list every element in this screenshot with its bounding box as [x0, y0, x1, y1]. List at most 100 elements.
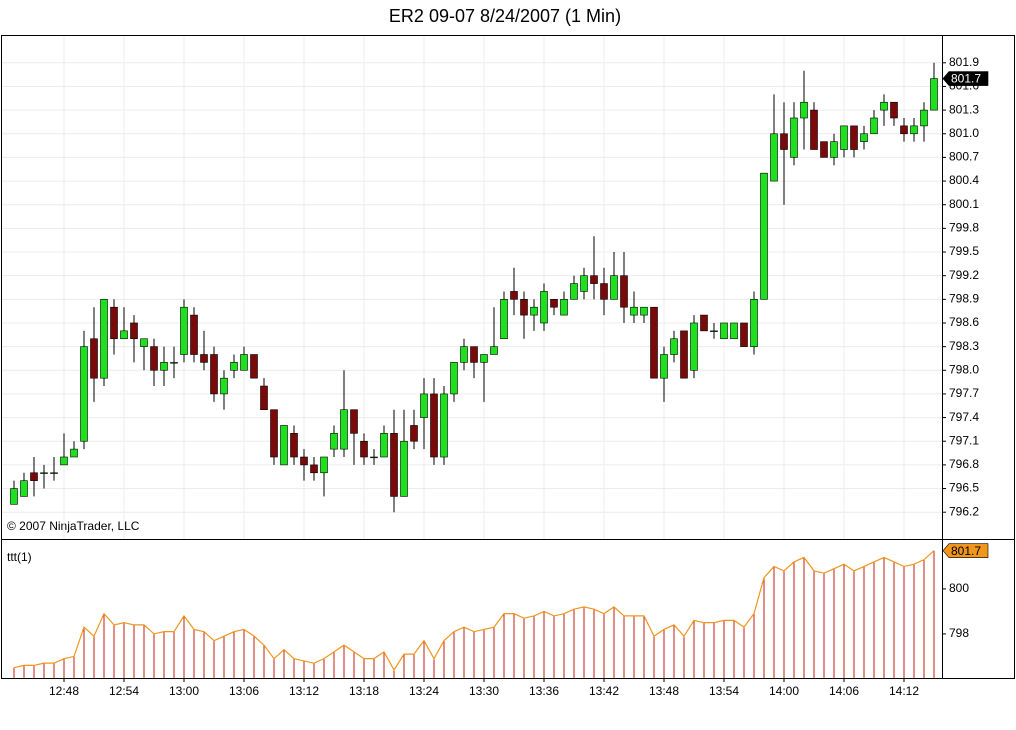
candle-body: [730, 322, 738, 340]
candle-body: [820, 141, 828, 158]
x-tick-label: 13:30: [469, 684, 499, 698]
last-value-label: 801.7: [951, 544, 981, 558]
x-tick-label: 14:06: [829, 684, 859, 698]
last-value-tag: [942, 71, 989, 86]
y-tick-label: 797.1: [949, 433, 979, 447]
candle-body: [930, 78, 938, 111]
candle-body: [100, 299, 108, 379]
candle-body: [120, 330, 128, 340]
candle-body: [840, 125, 848, 150]
candle-body: [290, 433, 298, 458]
candle-body: [450, 362, 458, 395]
candle-body: [340, 409, 348, 450]
candle-body: [420, 393, 428, 418]
candle-body: [610, 275, 618, 300]
candle-body: [160, 362, 168, 371]
frame: [1, 35, 1015, 679]
candle-body: [700, 314, 708, 332]
candle-body: [900, 125, 908, 135]
candle-body: [630, 306, 638, 316]
x-tick-label: 14:12: [889, 684, 919, 698]
candle-body: [670, 338, 678, 355]
candle-body: [320, 456, 328, 474]
x-tick-label: 13:18: [349, 684, 379, 698]
candle-body: [180, 306, 188, 355]
candle-body: [470, 346, 478, 363]
candle-body: [540, 291, 548, 324]
candle-body: [250, 354, 258, 379]
candle-body: [500, 299, 508, 340]
candle-body: [800, 101, 808, 119]
candle-body: [910, 125, 918, 135]
candle-body: [410, 425, 418, 442]
candle-body: [370, 456, 378, 459]
x-tick-label: 13:00: [169, 684, 199, 698]
x-tick-label: 13:36: [529, 684, 559, 698]
candle-body: [830, 141, 838, 158]
y-tick-label: 799.2: [949, 268, 979, 282]
copyright: © 2007 NinjaTrader, LLC: [7, 519, 140, 533]
candle-body: [860, 133, 868, 142]
y-tick-label: 798.3: [949, 339, 979, 353]
y-tick-label: 798.6: [949, 315, 979, 329]
candle-body: [590, 275, 598, 284]
candle-body: [570, 283, 578, 300]
y-tick-label: 796.5: [949, 481, 979, 495]
x-tick-label: 13:54: [709, 684, 739, 698]
candle-body: [510, 291, 518, 300]
candle-body: [460, 346, 468, 363]
candle-body: [690, 322, 698, 371]
y-tick-label: 801.3: [949, 102, 979, 116]
candle-body: [270, 409, 278, 458]
x-tick-label: 13:48: [649, 684, 679, 698]
x-tick-label: 13:12: [289, 684, 319, 698]
candle-body: [70, 448, 78, 458]
candle-body: [400, 440, 408, 497]
y-tick-label: 797.4: [949, 410, 979, 424]
candle-body: [520, 299, 528, 316]
x-tick-label: 13:42: [589, 684, 619, 698]
candle-body: [350, 409, 358, 434]
indicator-line: [13, 550, 935, 672]
candle-body: [300, 456, 308, 466]
y-tick-label: 800: [949, 581, 969, 595]
candle-body: [760, 172, 768, 300]
y-tick-label: 800.1: [949, 197, 979, 211]
candle-body: [240, 354, 248, 371]
candle-body: [310, 464, 318, 474]
candle-body: [920, 109, 928, 127]
candle-body: [750, 299, 758, 347]
candle-body: [140, 338, 148, 347]
y-tick-label: 797.7: [949, 386, 979, 400]
candle-body: [680, 330, 688, 379]
candle-body: [770, 133, 778, 182]
candle-body: [380, 433, 388, 458]
candle-body: [190, 314, 198, 355]
x-tick-label: 12:48: [49, 684, 79, 698]
candle-body: [20, 480, 28, 497]
indicator-label: ttt(1): [7, 550, 32, 564]
candle-body: [810, 109, 818, 150]
candle-body: [200, 354, 208, 363]
x-tick-label: 13:24: [409, 684, 439, 698]
candle-body: [560, 299, 568, 316]
candle-body: [660, 354, 668, 379]
candle-body: [210, 354, 218, 395]
candle-body: [80, 346, 88, 442]
x-tick-label: 12:54: [109, 684, 139, 698]
last-value-label: 801.7: [951, 72, 981, 86]
y-tick-label: 798.0: [949, 362, 979, 376]
candle-body: [130, 322, 138, 340]
candle-body: [480, 354, 488, 363]
candle-body: [880, 101, 888, 111]
candle-body: [390, 433, 398, 497]
candle-body: [30, 472, 38, 481]
candle-body: [640, 306, 648, 316]
candle-body: [530, 306, 538, 316]
chart-title: ER2 09-07 8/24/2007 (1 Min): [389, 6, 621, 26]
candle-body: [720, 322, 728, 340]
y-tick-label: 800.7: [949, 150, 979, 164]
candle-body: [110, 306, 118, 340]
candle-body: [790, 117, 798, 158]
